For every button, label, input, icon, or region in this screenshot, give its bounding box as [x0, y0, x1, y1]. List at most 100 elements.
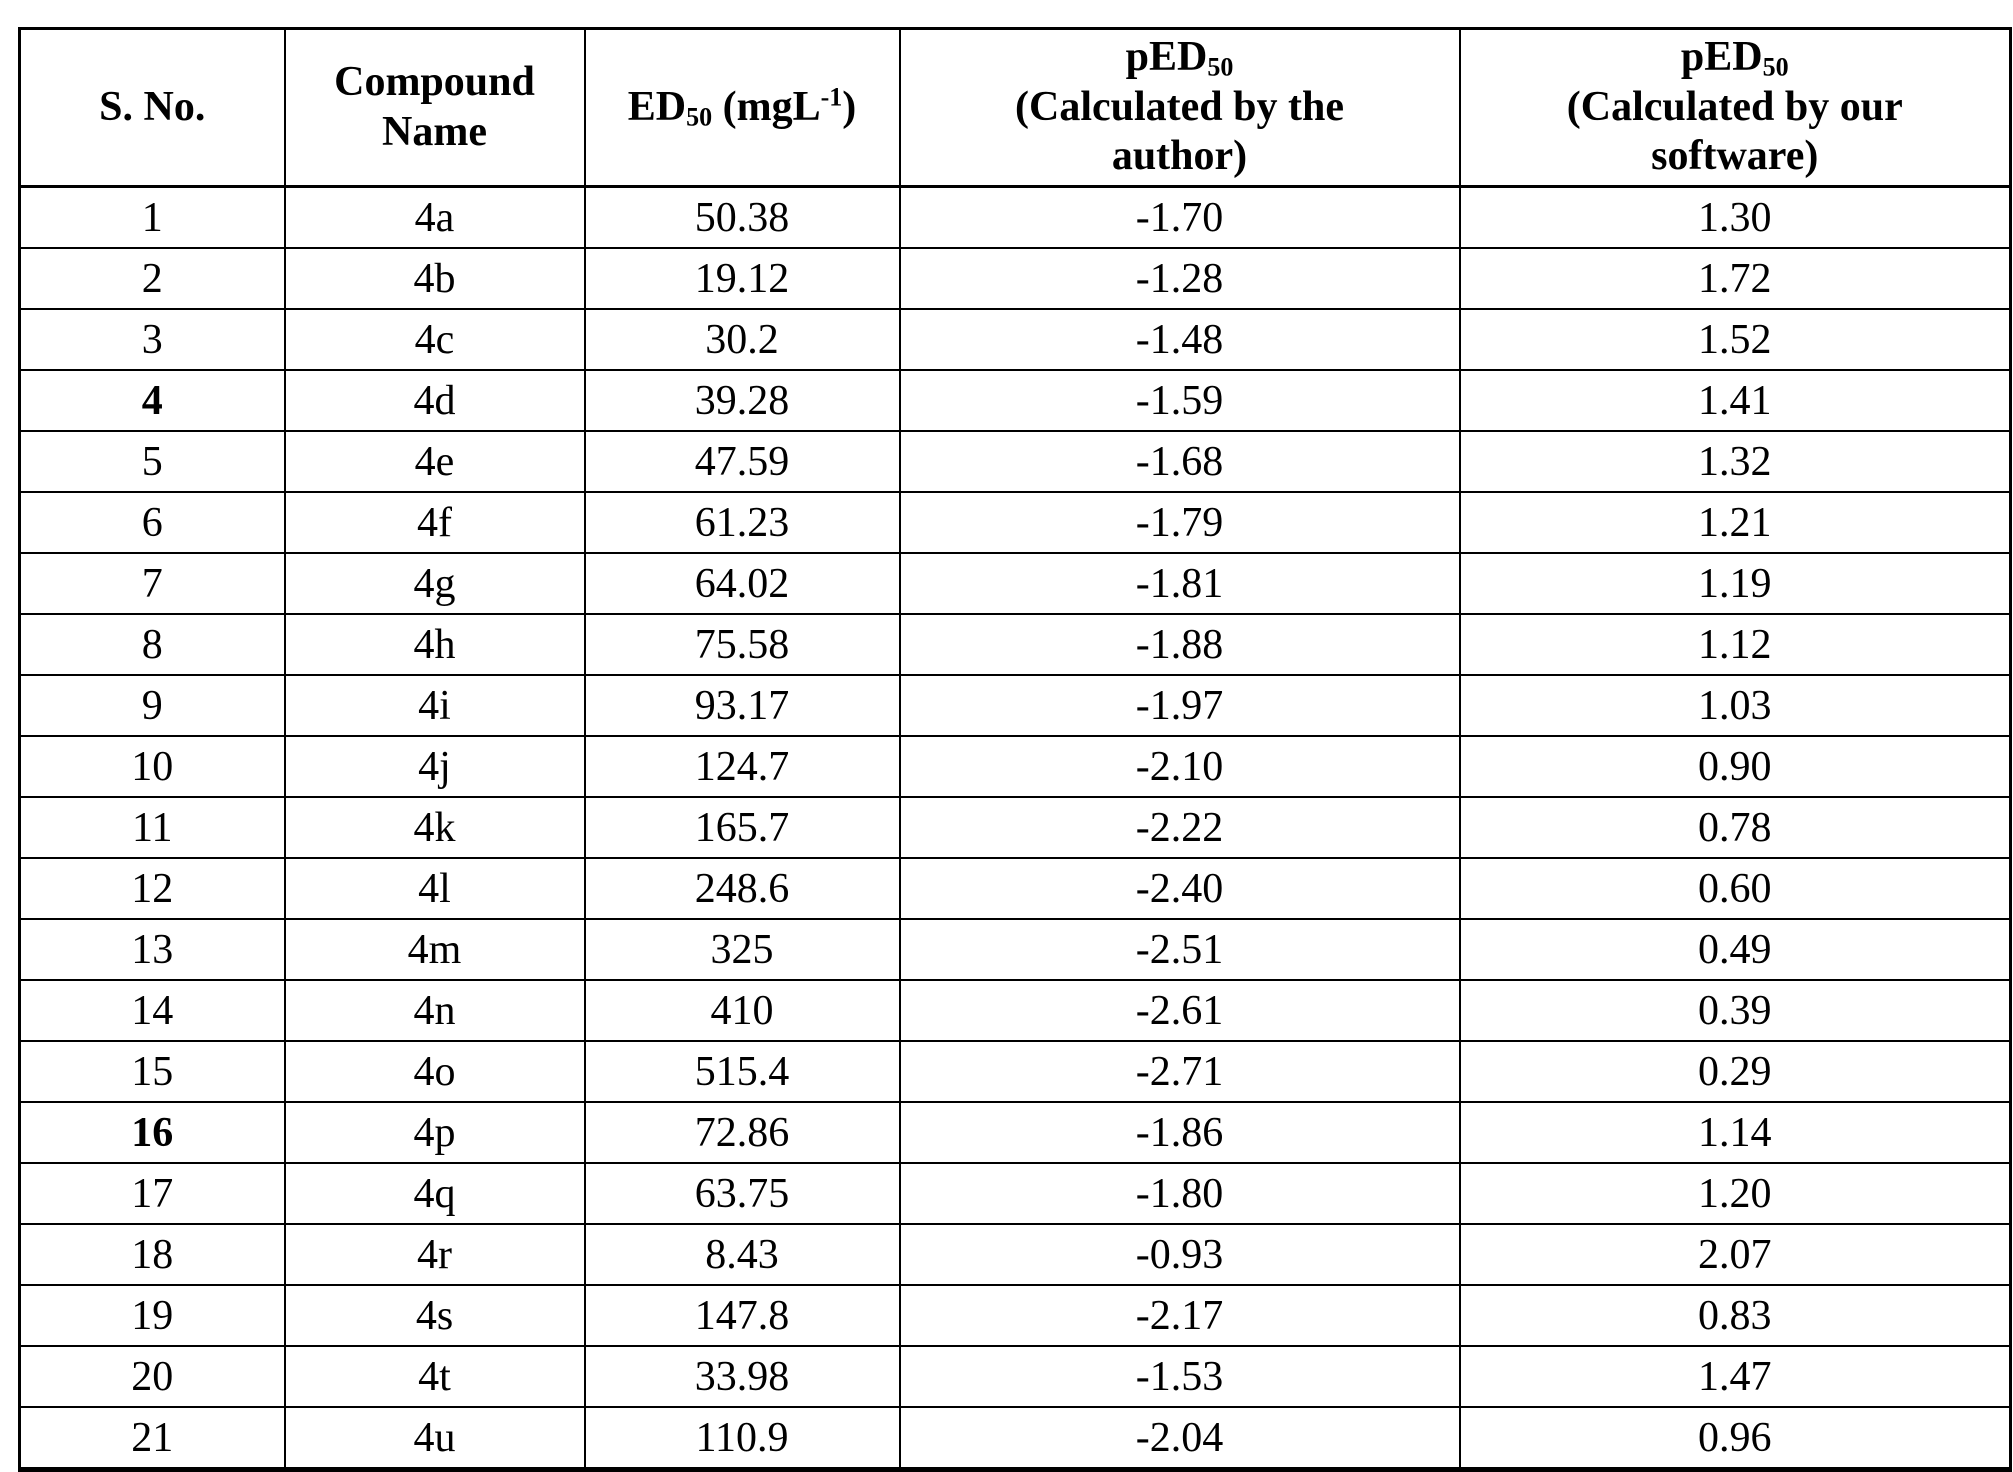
table-row: 6 4f 61.23 -1.79 1.21	[18, 491, 2012, 554]
table-row: 18 4r 8.43 -0.93 2.07	[18, 1223, 2012, 1286]
cell-ed50: 248.6	[583, 857, 901, 920]
table-row: 21 4u 110.9 -2.04 0.96	[18, 1406, 2012, 1471]
cell-sno: 9	[18, 674, 286, 737]
cell-ed50: 165.7	[583, 796, 901, 859]
table-body: 1 4a 50.38 -1.70 1.30 2 4b 19.12 -1.28 1…	[18, 185, 2012, 1471]
cell-compound: 4b	[283, 247, 586, 310]
cell-compound: 4s	[283, 1284, 586, 1347]
col-header-compound: Compound Name	[283, 27, 586, 188]
cell-sno: 20	[18, 1345, 286, 1408]
cell-ed50: 124.7	[583, 735, 901, 798]
cell-sno: 7	[18, 552, 286, 615]
table-row: 4 4d 39.28 -1.59 1.41	[18, 369, 2012, 432]
cell-sno: 18	[18, 1223, 286, 1286]
cell-sno: 2	[18, 247, 286, 310]
table-row: 12 4l 248.6 -2.40 0.60	[18, 857, 2012, 920]
cell-sno: 15	[18, 1040, 286, 1103]
cell-ped50-software: 0.83	[1458, 1284, 2012, 1347]
cell-sno: 16	[18, 1101, 286, 1164]
cell-ped50-author: -1.48	[898, 308, 1461, 371]
cell-ed50: 147.8	[583, 1284, 901, 1347]
col-header-sno: S. No.	[18, 27, 286, 188]
table-row: 8 4h 75.58 -1.88 1.12	[18, 613, 2012, 676]
cell-ped50-author: -1.86	[898, 1101, 1461, 1164]
cell-ped50-software: 1.12	[1458, 613, 2012, 676]
cell-sno: 14	[18, 979, 286, 1042]
cell-ped50-software: 0.60	[1458, 857, 2012, 920]
cell-sno: 19	[18, 1284, 286, 1347]
cell-ed50: 39.28	[583, 369, 901, 432]
cell-ped50-software: 1.14	[1458, 1101, 2012, 1164]
cell-ped50-author: -1.70	[898, 185, 1461, 249]
cell-ped50-author: -2.61	[898, 979, 1461, 1042]
cell-sno: 5	[18, 430, 286, 493]
cell-ped50-author: -0.93	[898, 1223, 1461, 1286]
cell-ed50: 19.12	[583, 247, 901, 310]
cell-ped50-software: 1.20	[1458, 1162, 2012, 1225]
cell-ped50-software: 2.07	[1458, 1223, 2012, 1286]
cell-ped50-software: 1.41	[1458, 369, 2012, 432]
cell-compound: 4k	[283, 796, 586, 859]
cell-sno: 17	[18, 1162, 286, 1225]
cell-compound: 4f	[283, 491, 586, 554]
cell-ped50-author: -1.79	[898, 491, 1461, 554]
table-row: 16 4p 72.86 -1.86 1.14	[18, 1101, 2012, 1164]
cell-ed50: 47.59	[583, 430, 901, 493]
cell-compound: 4e	[283, 430, 586, 493]
cell-sno: 10	[18, 735, 286, 798]
cell-sno: 12	[18, 857, 286, 920]
cell-ed50: 515.4	[583, 1040, 901, 1103]
cell-compound: 4i	[283, 674, 586, 737]
col-header-sno-label: S. No.	[99, 83, 206, 130]
cell-ped50-software: 1.21	[1458, 491, 2012, 554]
cell-ed50: 8.43	[583, 1223, 901, 1286]
cell-ped50-author: -2.17	[898, 1284, 1461, 1347]
cell-ped50-software: 1.47	[1458, 1345, 2012, 1408]
cell-compound: 4u	[283, 1406, 586, 1471]
cell-ped50-software: 1.52	[1458, 308, 2012, 371]
cell-compound: 4m	[283, 918, 586, 981]
cell-compound: 4j	[283, 735, 586, 798]
cell-ped50-author: -1.80	[898, 1162, 1461, 1225]
cell-ed50: 75.58	[583, 613, 901, 676]
cell-ed50: 325	[583, 918, 901, 981]
cell-sno: 8	[18, 613, 286, 676]
cell-compound: 4d	[283, 369, 586, 432]
table-row: 11 4k 165.7 -2.22 0.78	[18, 796, 2012, 859]
cell-compound: 4t	[283, 1345, 586, 1408]
table-row: 14 4n 410 -2.61 0.39	[18, 979, 2012, 1042]
header-row: S. No. Compound Name ED50 (mgL-1) pED50 …	[18, 27, 2012, 188]
col-header-ed50: ED50 (mgL-1)	[583, 27, 901, 188]
cell-compound: 4c	[283, 308, 586, 371]
cell-compound: 4a	[283, 185, 586, 249]
cell-ped50-author: -2.22	[898, 796, 1461, 859]
cell-ped50-software: 1.03	[1458, 674, 2012, 737]
cell-ped50-software: 1.19	[1458, 552, 2012, 615]
cell-ped50-author: -2.71	[898, 1040, 1461, 1103]
cell-ed50: 61.23	[583, 491, 901, 554]
cell-ped50-author: -1.68	[898, 430, 1461, 493]
cell-ped50-author: -1.81	[898, 552, 1461, 615]
cell-ped50-author: -2.40	[898, 857, 1461, 920]
ped50-author-subscript: 50	[1207, 52, 1234, 82]
table-row: 19 4s 147.8 -2.17 0.83	[18, 1284, 2012, 1347]
ed50-subscript: 50	[686, 102, 713, 132]
col-header-ped50-author: pED50 (Calculated by the author)	[898, 27, 1461, 188]
cell-compound: 4r	[283, 1223, 586, 1286]
col-header-ped50-software: pED50 (Calculated by our software)	[1458, 27, 2012, 188]
cell-ed50: 33.98	[583, 1345, 901, 1408]
cell-ped50-author: -1.53	[898, 1345, 1461, 1408]
cell-ed50: 64.02	[583, 552, 901, 615]
table-row: 9 4i 93.17 -1.97 1.03	[18, 674, 2012, 737]
cell-sno: 3	[18, 308, 286, 371]
cell-ed50: 93.17	[583, 674, 901, 737]
table-row: 1 4a 50.38 -1.70 1.30	[18, 185, 2012, 249]
cell-ed50: 72.86	[583, 1101, 901, 1164]
results-table: S. No. Compound Name ED50 (mgL-1) pED50 …	[18, 27, 2012, 1472]
cell-sno: 4	[18, 369, 286, 432]
cell-ed50: 410	[583, 979, 901, 1042]
table-row: 2 4b 19.12 -1.28 1.72	[18, 247, 2012, 310]
table-row: 5 4e 47.59 -1.68 1.32	[18, 430, 2012, 493]
table-header: S. No. Compound Name ED50 (mgL-1) pED50 …	[18, 27, 2012, 188]
